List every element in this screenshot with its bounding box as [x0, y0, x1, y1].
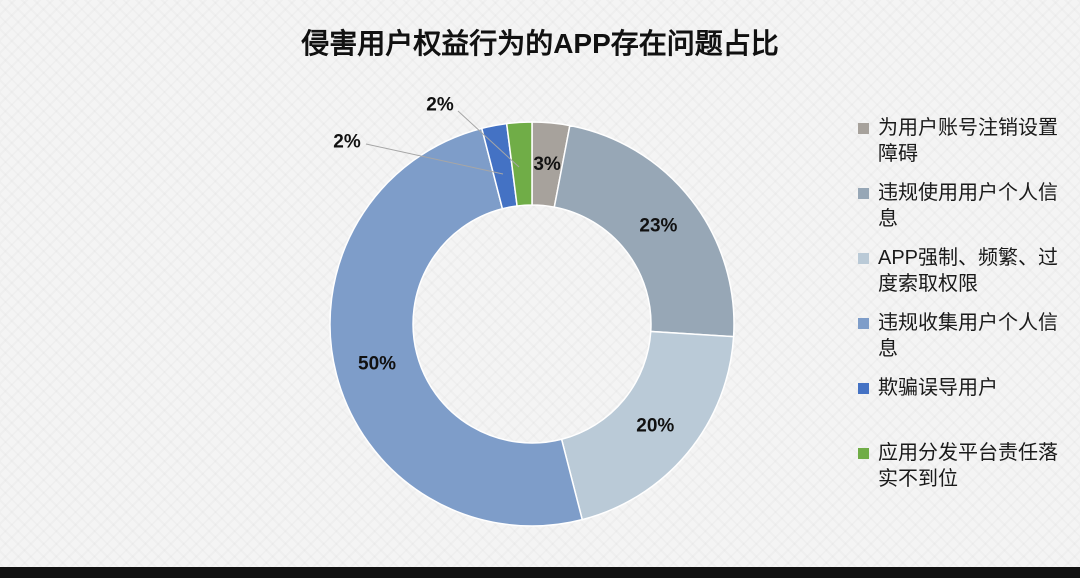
legend-swatch [858, 253, 869, 264]
legend-item: 欺骗误导用户 [858, 375, 1073, 440]
donut-slice-6 [505, 121, 533, 207]
data-label-4: 50% [358, 353, 396, 374]
bottom-bar [0, 567, 1080, 578]
legend-label: 违规收集用户个人信息 [878, 312, 1058, 360]
legend-swatch [858, 188, 869, 199]
leader-line-5 [365, 143, 504, 175]
legend-item: 违规使用用户个人信息 [858, 180, 1073, 245]
legend-swatch [858, 318, 869, 329]
donut-slice-3 [560, 330, 735, 521]
legend-swatch [858, 448, 869, 459]
data-labels: 3% 23% 20% 50% 2% 2% [333, 95, 677, 437]
legend-item: 应用分发平台责任落实不到位 [858, 440, 1073, 505]
donut-slice-4 [329, 127, 584, 527]
legend-label: 应用分发平台责任落实不到位 [878, 442, 1058, 490]
legend-swatch [858, 383, 869, 394]
data-label-2: 23% [639, 215, 677, 236]
legend-label: 为用户账号注销设置障碍 [878, 117, 1058, 165]
donut-slices [329, 121, 735, 527]
data-label-5: 2% [333, 132, 361, 153]
data-label-6: 2% [426, 95, 454, 116]
donut-chart: 3% 23% 20% 50% 2% 2% [329, 95, 735, 527]
leader-lines [365, 110, 520, 175]
legend-swatch [858, 123, 869, 134]
legend-item: 为用户账号注销设置障碍 [858, 115, 1073, 180]
legend-label: 欺骗误导用户 [878, 377, 998, 399]
legend-label: APP强制、频繁、过度索取权限 [878, 247, 1059, 295]
data-label-3: 20% [636, 415, 674, 436]
chart-title: 侵害用户权益行为的APP存在问题占比 [301, 28, 779, 59]
leader-line-6 [457, 110, 520, 168]
donut-slice-2 [553, 124, 735, 338]
data-label-1: 3% [533, 154, 561, 175]
chart-legend: 为用户账号注销设置障碍 违规使用用户个人信息 APP强制、频繁、过度索取权限 违规收集… [858, 115, 1073, 505]
legend-item: 违规收集用户个人信息 [858, 310, 1073, 375]
legend-item: APP强制、频繁、过度索取权限 [858, 245, 1073, 310]
legend-label: 违规使用用户个人信息 [878, 182, 1058, 230]
